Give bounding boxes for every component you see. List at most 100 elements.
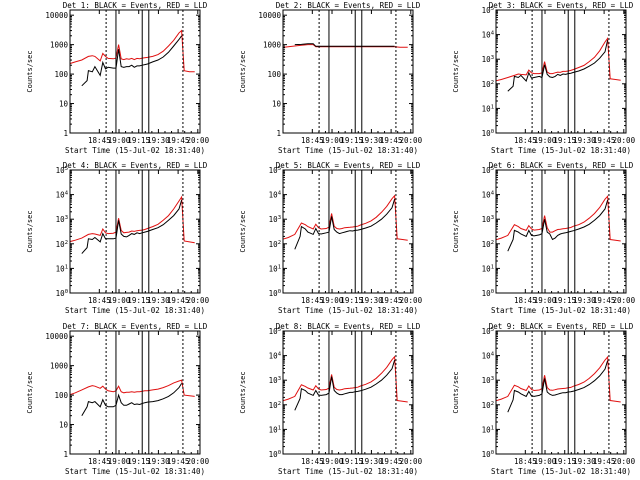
events-series-line <box>294 199 396 250</box>
y-tick-label-0: 100 <box>269 450 281 459</box>
x-tick-label: 19:30 <box>573 457 596 466</box>
panel-det-6: Det 6: BLACK = Events, RED = LLD 100 101 10… <box>452 161 636 315</box>
y-tick-label-4: 104 <box>269 191 282 200</box>
events-series-line <box>81 383 183 416</box>
y-tick-label-3: 103 <box>482 55 494 64</box>
x-tick-label: 19:00 <box>108 136 131 145</box>
x-tick-label: 18:45 <box>88 136 111 145</box>
x-tick-label: 19:30 <box>360 296 383 305</box>
x-tick-label: 19:30 <box>360 136 383 145</box>
x-tick-label: 20:00 <box>187 136 210 145</box>
plot-frame <box>282 169 414 294</box>
y-tick-label-4: 104 <box>56 191 69 200</box>
y-tick-label-0: 100 <box>482 129 494 138</box>
x-tick-label: 19:45 <box>380 136 403 145</box>
x-tick-label: 19:45 <box>593 457 616 466</box>
plot-frame <box>282 330 414 455</box>
lld-series-line <box>283 194 408 241</box>
x-tick-label: 19:45 <box>167 136 190 145</box>
plot-frame <box>69 169 201 294</box>
events-series-line <box>507 360 609 413</box>
x-tick-label: 20:00 <box>400 457 423 466</box>
x-tick-label: 19:15 <box>127 296 150 305</box>
events-series-line <box>294 360 396 411</box>
x-tick-label: 20:00 <box>400 136 423 145</box>
y-tick-label-3: 1000 <box>50 362 69 371</box>
x-tick-label: 20:00 <box>187 457 210 466</box>
y-tick-label-2: 100 <box>54 391 68 400</box>
x-tick-label: 19:00 <box>534 296 557 305</box>
y-tick-label-2: 102 <box>269 240 281 249</box>
x-tick-label: 19:00 <box>108 457 131 466</box>
x-tick-label: 19:00 <box>321 457 344 466</box>
y-tick-label-2: 102 <box>482 240 494 249</box>
x-tick-label: 20:00 <box>613 136 636 145</box>
y-tick-label-1: 10 <box>59 421 69 430</box>
x-tick-label: 19:15 <box>127 136 150 145</box>
y-tick-label-2: 102 <box>482 80 494 89</box>
lld-series-line <box>283 355 408 403</box>
plot-frame <box>69 330 201 455</box>
y-axis-label: Counts/sec <box>239 371 247 413</box>
y-tick-label-1: 10 <box>59 100 69 109</box>
events-series-line <box>507 39 609 92</box>
x-tick-label: 19:30 <box>360 457 383 466</box>
y-tick-label-1: 101 <box>269 264 281 273</box>
panel-title: Det 1: BLACK = Events, RED = LLD <box>63 1 208 10</box>
y-axis-label: Counts/sec <box>452 50 460 92</box>
y-tick-label-1: 101 <box>482 264 494 273</box>
y-tick-label-2: 102 <box>482 401 494 410</box>
y-axis-label: Counts/sec <box>26 210 34 252</box>
panel-title: Det 4: BLACK = Events, RED = LLD <box>63 161 208 170</box>
x-tick-label: 20:00 <box>187 296 210 305</box>
y-tick-label-2: 102 <box>269 401 281 410</box>
panel-det-2: Det 2: BLACK = Events, RED = LLD 1 10 100 10… <box>239 1 423 155</box>
x-axis-label: Start Time (15-Jul-02 18:31:40) <box>278 146 418 155</box>
x-tick-label: 19:45 <box>593 296 616 305</box>
panel-title: Det 2: BLACK = Events, RED = LLD <box>276 1 421 10</box>
y-tick-label-1: 101 <box>482 104 494 113</box>
y-tick-label-0: 100 <box>56 289 68 298</box>
panel-title: Det 8: BLACK = Events, RED = LLD <box>276 322 421 331</box>
events-series-line <box>81 35 183 87</box>
y-tick-label-0: 100 <box>269 289 281 298</box>
x-tick-label: 19:15 <box>553 136 576 145</box>
panel-det-3: Det 3: BLACK = Events, RED = LLD 100 101 10… <box>452 1 636 155</box>
x-tick-label: 20:00 <box>613 457 636 466</box>
x-axis-label: Start Time (15-Jul-02 18:31:40) <box>491 467 631 476</box>
x-tick-label: 19:45 <box>167 457 190 466</box>
x-tick-label: 18:45 <box>88 296 111 305</box>
plot-frame <box>495 169 627 294</box>
lld-series-line <box>496 355 621 403</box>
y-tick-label-5: 105 <box>56 166 68 175</box>
panel-title: Det 6: BLACK = Events, RED = LLD <box>489 161 634 170</box>
panel-det-8: Det 8: BLACK = Events, RED = LLD 100 101 10… <box>239 322 423 476</box>
x-tick-label: 19:00 <box>321 136 344 145</box>
events-series-line <box>81 199 183 254</box>
panel-title: Det 3: BLACK = Events, RED = LLD <box>489 1 634 10</box>
x-tick-label: 19:30 <box>147 136 170 145</box>
panel-det-7: Det 7: BLACK = Events, RED = LLD 1 10 100 10… <box>26 322 210 476</box>
y-tick-label-4: 104 <box>269 352 282 361</box>
x-tick-label: 19:15 <box>553 296 576 305</box>
y-axis-label: Counts/sec <box>26 371 34 413</box>
y-tick-label-5: 105 <box>482 327 494 336</box>
x-tick-label: 19:30 <box>573 296 596 305</box>
y-axis-label: Counts/sec <box>452 210 460 252</box>
y-tick-label-2: 102 <box>56 240 68 249</box>
events-series-line <box>507 199 609 252</box>
x-tick-label: 19:45 <box>167 296 190 305</box>
x-tick-label: 18:45 <box>301 457 324 466</box>
x-tick-label: 19:00 <box>534 136 557 145</box>
x-tick-label: 18:45 <box>301 296 324 305</box>
panel-det-4: Det 4: BLACK = Events, RED = LLD 100 101 10… <box>26 161 210 315</box>
y-axis-label: Counts/sec <box>239 210 247 252</box>
x-tick-label: 20:00 <box>400 296 423 305</box>
x-tick-label: 18:45 <box>301 136 324 145</box>
lld-series-line <box>70 29 195 73</box>
panel-det-9: Det 9: BLACK = Events, RED = LLD 100 101 10… <box>452 322 636 476</box>
panel-det-5: Det 5: BLACK = Events, RED = LLD 100 101 10… <box>239 161 423 315</box>
y-tick-label-3: 103 <box>482 215 494 224</box>
x-axis-label: Start Time (15-Jul-02 18:31:40) <box>491 306 631 315</box>
